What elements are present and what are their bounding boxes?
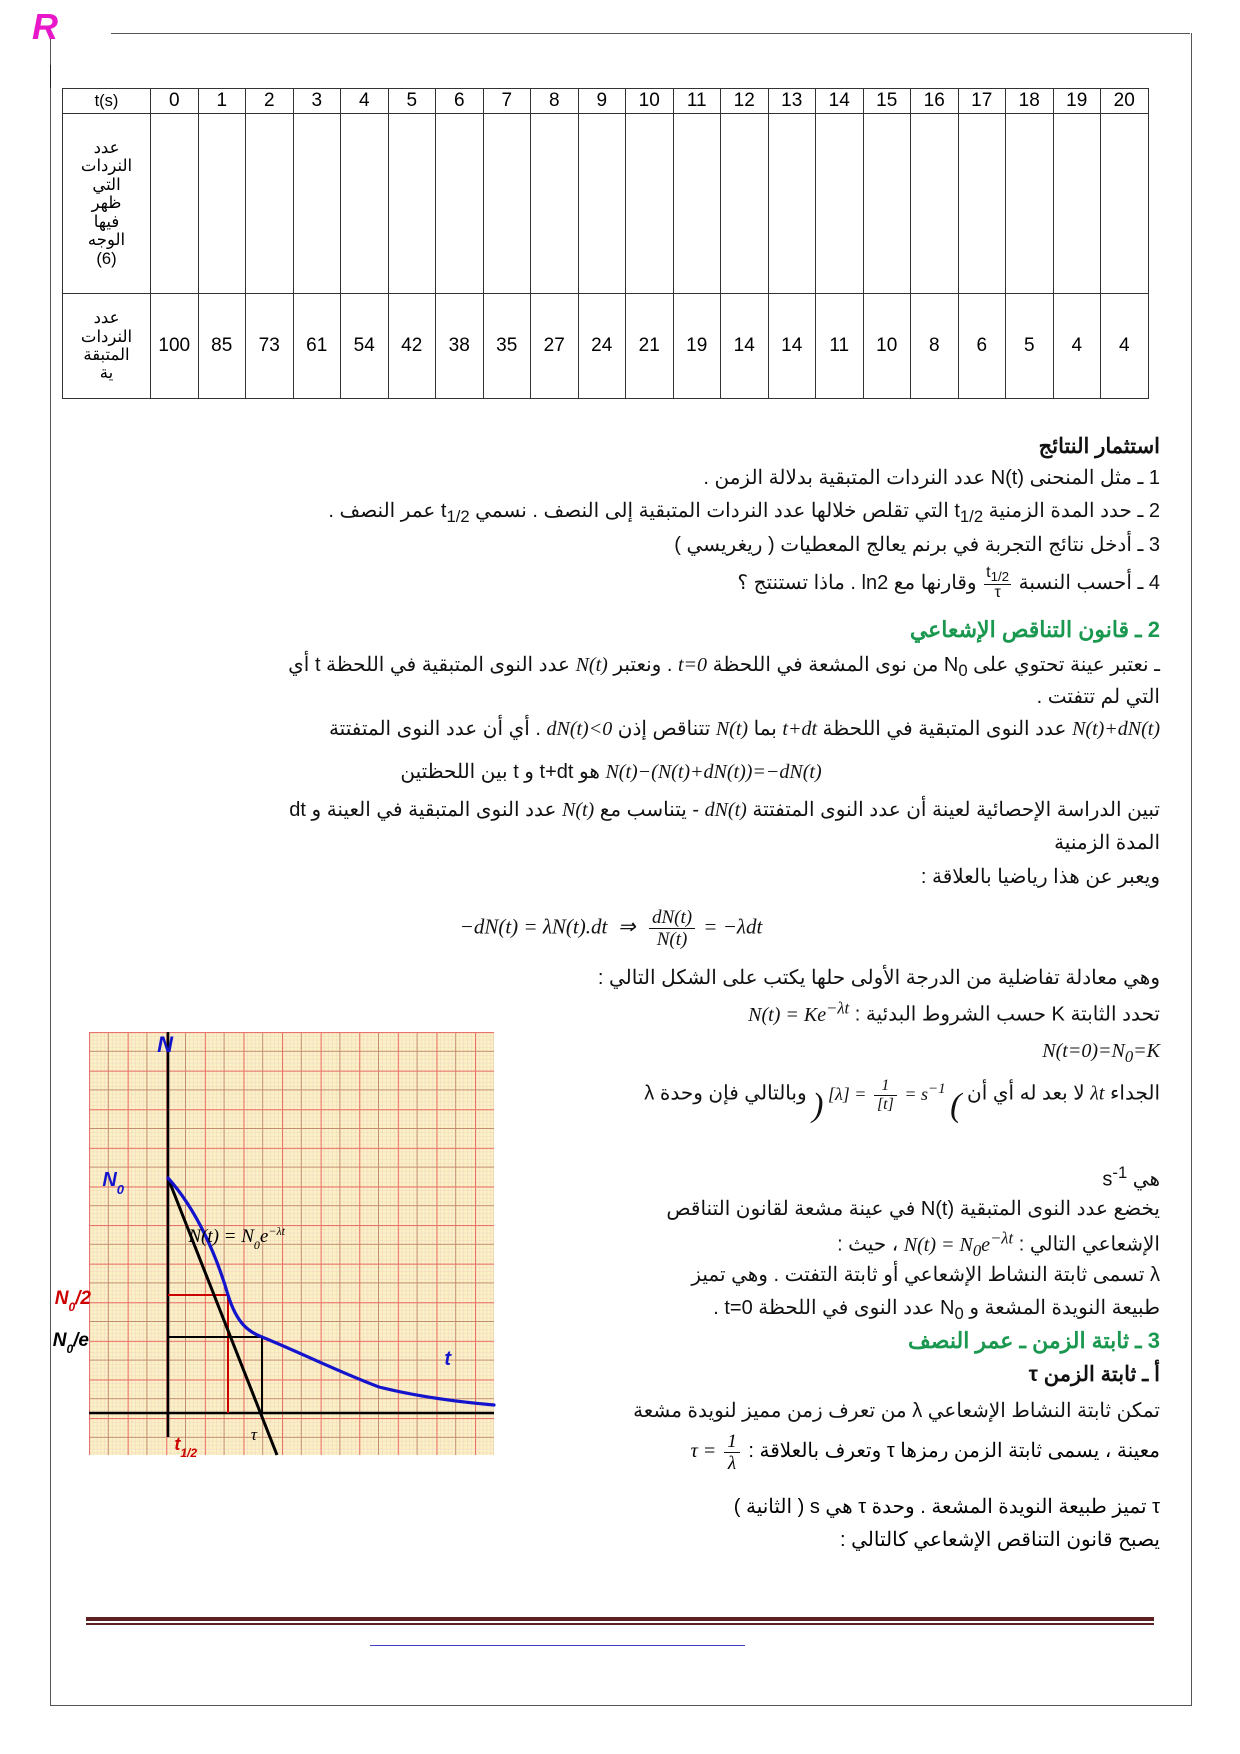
svg-text:τ: τ	[251, 1425, 258, 1444]
svg-text:N: N	[157, 1032, 174, 1057]
